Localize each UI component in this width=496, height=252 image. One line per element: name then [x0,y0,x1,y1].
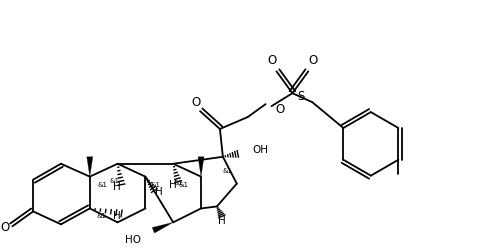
Text: OH: OH [252,144,269,154]
Text: H: H [113,210,121,220]
Text: &1: &1 [97,212,107,218]
Text: &1: &1 [98,181,108,187]
Text: H: H [169,179,177,189]
Text: O: O [275,102,285,115]
Text: O: O [267,54,276,67]
Text: O: O [0,220,9,233]
Polygon shape [87,157,93,177]
Text: &1: &1 [173,179,183,185]
Polygon shape [198,157,204,177]
Polygon shape [152,223,173,233]
Text: HO: HO [125,234,141,244]
Text: O: O [191,96,201,109]
Text: H: H [113,181,121,191]
Text: S: S [298,89,305,102]
Text: H: H [218,215,226,226]
Text: &1: &1 [110,177,120,183]
Text: &1: &1 [178,181,188,187]
Text: O: O [309,54,318,67]
Text: H: H [155,186,163,196]
Text: &1: &1 [150,181,160,187]
Text: &1: &1 [223,167,233,173]
